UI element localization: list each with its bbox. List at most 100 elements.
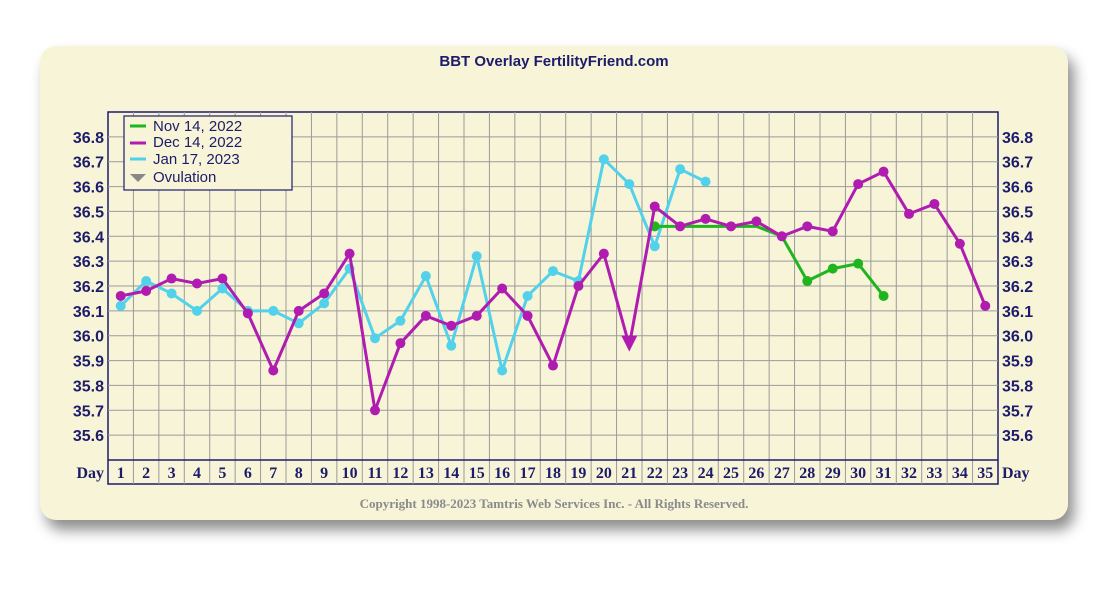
y-tick-label-right: 36.8	[1002, 130, 1033, 147]
data-point	[395, 338, 406, 349]
data-point	[878, 290, 889, 301]
day-tick-label: 1	[117, 465, 125, 482]
data-point	[624, 179, 635, 190]
y-tick-label-right: 35.8	[1002, 378, 1033, 395]
day-tick-label: 30	[850, 465, 866, 482]
day-tick-label: 33	[926, 465, 942, 482]
legend-label-ovulation: Ovulation	[153, 169, 216, 186]
day-tick-label: 24	[698, 465, 714, 482]
data-point	[217, 273, 228, 284]
day-tick-label: 34	[952, 465, 968, 482]
day-tick-label: 26	[748, 465, 764, 482]
day-tick-label: 2	[142, 465, 150, 482]
y-tick-label-left: 35.8	[73, 378, 104, 395]
data-point	[853, 179, 864, 190]
data-point	[598, 248, 609, 259]
data-point	[497, 283, 508, 294]
data-point	[827, 226, 838, 237]
data-point	[980, 300, 991, 311]
day-tick-label: 23	[672, 465, 688, 482]
data-point	[827, 263, 838, 274]
data-point	[700, 176, 711, 187]
day-tick-label: 5	[218, 465, 226, 482]
day-tick-label: 15	[469, 465, 485, 482]
data-point	[268, 305, 279, 316]
y-tick-label-left: 36.6	[73, 180, 104, 197]
y-tick-label-right: 36.0	[1002, 329, 1033, 346]
day-tick-label: 17	[520, 465, 536, 482]
grid	[108, 112, 998, 484]
y-axis-left: 36.8 36.7 36.6 36.5 36.4 36.3 36.2 36.1 36.0 35.9…	[73, 130, 104, 445]
series-line	[119, 157, 707, 373]
data-point	[319, 288, 330, 299]
y-tick-label-right: 36.5	[1002, 204, 1033, 221]
data-point	[192, 305, 202, 316]
data-point	[141, 285, 152, 296]
data-point	[420, 310, 431, 321]
data-point	[548, 266, 558, 277]
day-tick-label: 16	[494, 465, 510, 482]
ovulation-triangle-icon	[130, 174, 146, 182]
data-point	[242, 308, 253, 319]
chart-title: BBT Overlay FertilityFriend.com	[439, 53, 668, 70]
data-point	[370, 333, 380, 344]
data-point	[319, 298, 330, 309]
data-point	[649, 241, 660, 252]
data-point	[166, 288, 177, 299]
data-point	[446, 320, 457, 331]
legend-label-jan: Jan 17, 2023	[153, 151, 240, 168]
day-tick-label: 22	[647, 465, 663, 482]
data-point	[598, 154, 609, 165]
data-point	[802, 221, 813, 232]
data-point	[675, 221, 686, 232]
bbt-chart: BBT Overlay FertilityFriend.com 36.8 36.7…	[73, 53, 1033, 511]
day-tick-label: 13	[418, 465, 434, 482]
data-point	[115, 300, 126, 311]
data-point	[370, 405, 380, 416]
day-tick-label: 28	[799, 465, 815, 482]
chart-card: BBT Overlay FertilityFriend.com 36.8 36.7…	[40, 46, 1068, 520]
data-point	[700, 213, 711, 224]
series-line	[654, 224, 885, 297]
y-tick-label-left: 36.4	[73, 229, 104, 246]
y-tick-label-right: 36.4	[1002, 229, 1033, 246]
day-tick-label: 4	[193, 465, 201, 482]
legend-label-nov: Nov 14, 2022	[153, 118, 242, 135]
copyright-text: Copyright 1998-2023 Tamtris Web Services…	[360, 496, 749, 511]
data-point	[217, 283, 228, 294]
day-tick-label: 3	[168, 465, 176, 482]
data-point	[446, 340, 457, 351]
data-point	[141, 276, 152, 287]
data-point	[497, 365, 508, 376]
y-tick-label-left: 36.3	[73, 254, 104, 271]
data-point	[776, 231, 787, 242]
day-tick-label: 9	[320, 465, 328, 482]
data-point	[573, 281, 584, 291]
y-tick-label-left: 36.5	[73, 204, 104, 221]
ovulation-marker	[621, 335, 638, 352]
day-tick-label: 12	[392, 465, 408, 482]
day-tick-label: 18	[545, 465, 561, 482]
data-point	[649, 201, 660, 212]
y-tick-label-right: 36.3	[1002, 254, 1033, 271]
data-point	[471, 310, 482, 321]
data-point	[954, 238, 965, 249]
data-point	[929, 198, 940, 209]
data-point	[293, 305, 304, 316]
y-tick-label-left: 35.9	[73, 354, 104, 371]
data-point	[548, 360, 558, 371]
day-tick-label: 25	[723, 465, 739, 482]
data-point	[268, 365, 279, 376]
y-tick-label-left: 36.1	[73, 304, 104, 321]
data-point	[395, 315, 406, 326]
x-axis-label-left: Day	[76, 465, 104, 482]
data-point	[522, 310, 533, 321]
y-tick-label-left: 36.0	[73, 329, 104, 346]
y-tick-label-right: 36.6	[1002, 180, 1033, 197]
day-tick-label: 14	[443, 465, 459, 482]
day-tick-label: 32	[901, 465, 917, 482]
data-point	[878, 166, 889, 177]
y-tick-label-left: 36.7	[73, 155, 104, 172]
y-tick-label-left: 35.7	[73, 403, 104, 420]
